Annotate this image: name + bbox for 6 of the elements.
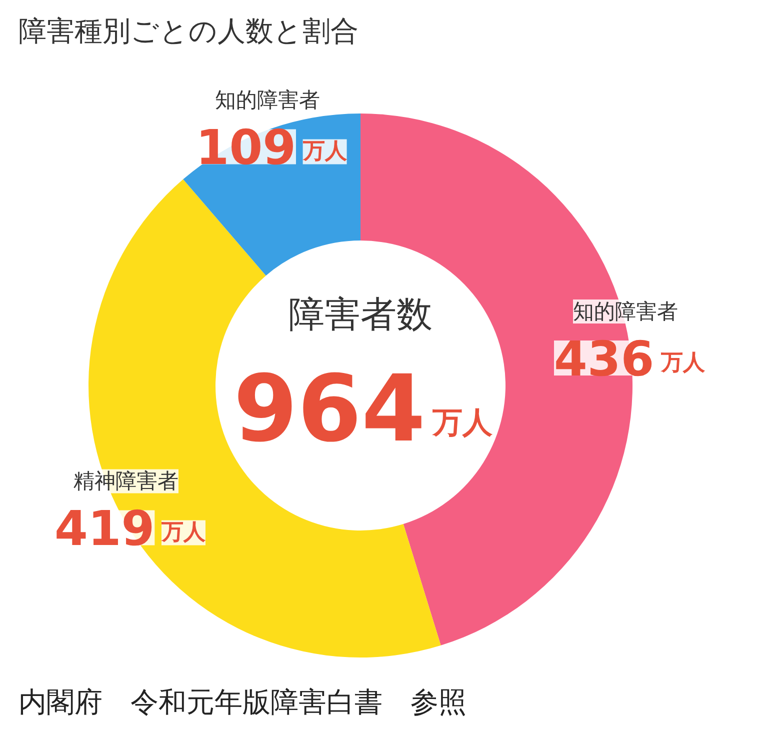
text: 障害者数: [288, 294, 432, 336]
chart-title: 障害種別ごとの人数と割合: [18, 14, 358, 48]
text: 内閣府 令和元年版障害白書 参照: [18, 686, 466, 718]
slice-label: 知的障害者: [572, 299, 678, 324]
slice-label: 精神障害者: [73, 469, 178, 494]
slice-label: 知的障害者: [214, 88, 320, 112]
